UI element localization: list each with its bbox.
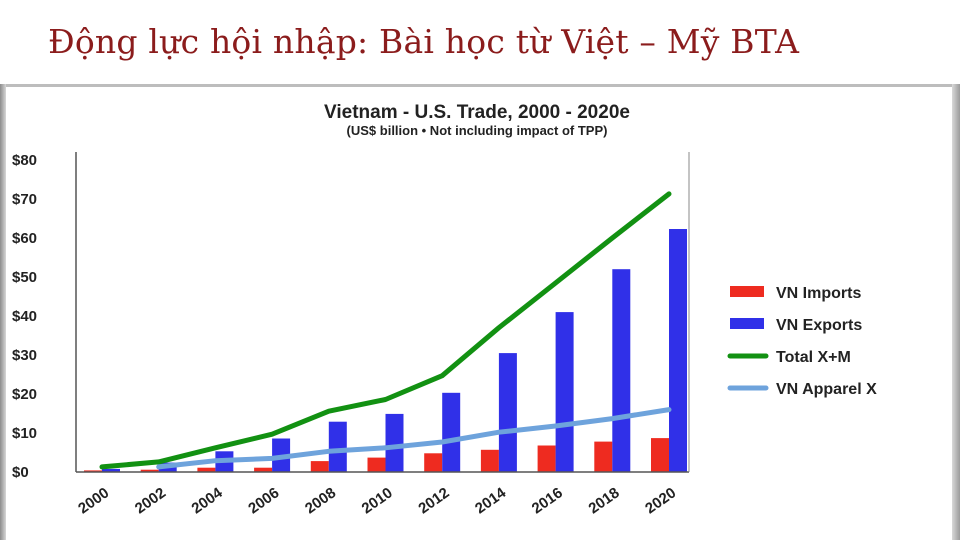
- bar-vn-exports-2020: [669, 229, 687, 472]
- x-tick-label: 2008: [302, 484, 339, 517]
- x-tick-label: 2006: [245, 484, 282, 517]
- bar-vn-imports-2016: [537, 445, 556, 472]
- bar-vn-exports-2010: [385, 413, 404, 472]
- line-vn-apparel-x: [156, 407, 672, 470]
- bar-vn-imports-2000: [84, 470, 102, 472]
- chart-subtitle: (US$ billion • Not including impact of T…: [347, 123, 608, 138]
- legend-label-vn-imports: VN Imports: [776, 285, 861, 302]
- frame-left-edge: [0, 84, 6, 540]
- slide-title: Động lực hội nhập: Bài học từ Việt – Mỹ …: [48, 22, 800, 61]
- y-tick-label: $10: [12, 425, 37, 442]
- y-tick-label: $0: [12, 464, 29, 481]
- x-tick-label: 2000: [75, 484, 112, 517]
- y-tick-label: $20: [12, 386, 37, 403]
- bar-vn-imports-2008: [310, 461, 329, 472]
- x-tick-label: 2012: [415, 484, 452, 517]
- bar-vn-exports-2016: [555, 312, 574, 472]
- legend-label-total-x-m: Total X+M: [776, 349, 851, 366]
- y-tick-label: $50: [12, 269, 37, 286]
- legend-label-vn-apparel-x: VN Apparel X: [776, 381, 877, 398]
- x-tick-label: 2020: [642, 484, 679, 517]
- bar-vn-imports-2002: [140, 469, 159, 472]
- chart-title: Vietnam - U.S. Trade, 2000 - 2020e: [324, 102, 630, 123]
- bar-vn-exports-2012: [442, 392, 461, 472]
- x-tick-label: 2014: [472, 484, 510, 517]
- bar-vn-imports-2012: [424, 453, 443, 472]
- plot-area: [76, 152, 689, 472]
- bar-vn-imports-2006: [254, 467, 273, 472]
- bar-vn-exports-2008: [328, 421, 347, 472]
- y-tick-label: $40: [12, 308, 37, 325]
- bar-vn-imports-2004: [197, 467, 216, 472]
- legend-swatch-vn-imports: [730, 286, 764, 297]
- y-tick-label: $70: [12, 191, 37, 208]
- bar-vn-exports-2014: [498, 353, 517, 472]
- bar-vn-exports-2000: [102, 468, 120, 472]
- bar-vn-imports-2018: [594, 441, 613, 472]
- bar-vn-imports-2020: [651, 438, 669, 472]
- line-total-x-m: [99, 191, 672, 470]
- x-tick-label: 2002: [132, 484, 169, 517]
- frame-right-edge: [952, 84, 960, 540]
- legend-swatch-vn-exports: [730, 318, 764, 329]
- frame-top-edge: [0, 84, 960, 87]
- x-tick-label: 2004: [189, 484, 227, 517]
- x-tick-label: 2018: [586, 484, 623, 517]
- x-tick-label: 2010: [359, 484, 396, 517]
- y-tick-label: $80: [12, 152, 37, 169]
- x-tick-label: 2016: [529, 484, 566, 517]
- legend-label-vn-exports: VN Exports: [776, 317, 862, 334]
- bar-vn-imports-2010: [367, 457, 386, 472]
- bar-vn-imports-2014: [480, 449, 499, 472]
- y-tick-label: $60: [12, 230, 37, 247]
- bar-vn-exports-2018: [612, 269, 631, 472]
- y-tick-label: $30: [12, 347, 37, 364]
